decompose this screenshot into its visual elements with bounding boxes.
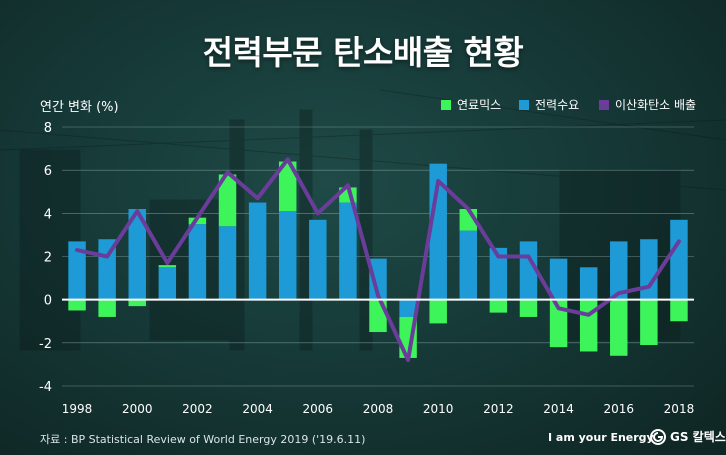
brand-slogan: I am your Energy xyxy=(548,431,654,444)
bar-fuel-mix-2014 xyxy=(549,299,568,348)
bar-power-demand-2014 xyxy=(549,258,568,300)
bar-power-demand-2001 xyxy=(158,267,177,300)
bar-power-demand-2017 xyxy=(640,239,658,300)
bar-power-demand-2018 xyxy=(670,219,688,300)
bar-power-demand-2004 xyxy=(248,202,267,300)
bar-fuel-mix-2001 xyxy=(158,265,177,268)
bg-wire-2 xyxy=(0,119,726,151)
legend-label-power-demand: 전력수요 xyxy=(535,98,580,112)
y-axis-label: 연간 변화 (%) xyxy=(40,100,119,115)
bar-power-demand-2002 xyxy=(188,224,207,300)
bar-fuel-mix-2010 xyxy=(429,299,447,324)
bg-insulator-3 xyxy=(359,129,373,351)
legend-item-emissions: 이산화탄소 배출 xyxy=(599,96,696,113)
bar-fuel-mix-2005 xyxy=(278,161,297,212)
gs-caltex-logo: GS 칼텍스 xyxy=(650,428,726,445)
y-tick-label: -4 xyxy=(39,380,52,395)
x-tick-label-2008: 2008 xyxy=(363,402,394,416)
y-tick-label: 8 xyxy=(44,121,52,136)
bar-power-demand-2008 xyxy=(369,258,387,300)
chart-title: 전력부문 탄소배출 현황 xyxy=(202,33,524,72)
y-tick-label: 4 xyxy=(44,207,52,222)
x-tick-label-2010: 2010 xyxy=(423,402,454,416)
legend-item-fuel-mix: 연료믹스 xyxy=(441,96,501,113)
y-tick-label: -2 xyxy=(39,337,52,352)
bar-fuel-mix-2018 xyxy=(670,299,688,322)
bar-power-demand-2009 xyxy=(399,299,417,317)
source-note: 자료 : BP Statistical Review of World Ener… xyxy=(40,433,366,446)
bg-wire-1 xyxy=(0,129,726,191)
x-tick-label-2012: 2012 xyxy=(483,402,514,416)
legend-swatch-power-demand xyxy=(519,99,529,110)
bar-fuel-mix-2015 xyxy=(579,299,598,352)
bar-power-demand-2000 xyxy=(128,209,146,300)
legend-label-fuel-mix: 연료믹스 xyxy=(457,98,502,112)
y-tick-label: 0 xyxy=(44,294,52,309)
bar-fuel-mix-1998 xyxy=(68,299,86,311)
bar-power-demand-1998 xyxy=(68,241,86,300)
bar-fuel-mix-2017 xyxy=(640,299,658,345)
bar-fuel-mix-2016 xyxy=(610,299,628,356)
x-tick-label-2004: 2004 xyxy=(242,402,273,416)
x-tick-label-2002: 2002 xyxy=(182,402,213,416)
x-tick-label-2014: 2014 xyxy=(543,402,574,416)
legend-swatch-fuel-mix xyxy=(441,99,451,110)
bar-power-demand-2015 xyxy=(579,267,598,300)
bg-wire-3 xyxy=(379,89,726,141)
x-tick-label-2006: 2006 xyxy=(303,402,334,416)
bar-power-demand-2003 xyxy=(218,226,237,300)
bar-power-demand-2011 xyxy=(459,230,478,300)
x-tick-label-2000: 2000 xyxy=(122,402,153,416)
logo-text: GS 칼텍스 xyxy=(670,430,726,444)
legend-label-emissions: 이산화탄소 배출 xyxy=(615,98,697,112)
bar-power-demand-2007 xyxy=(339,202,357,300)
bar-fuel-mix-2013 xyxy=(519,299,538,317)
bar-power-demand-2012 xyxy=(489,247,508,300)
y-tick-label: 2 xyxy=(44,251,52,266)
bar-fuel-mix-2000 xyxy=(128,299,146,307)
x-tick-label-2016: 2016 xyxy=(603,402,634,416)
bar-fuel-mix-2003 xyxy=(218,174,237,227)
bar-power-demand-2006 xyxy=(309,219,327,300)
bar-fuel-mix-2012 xyxy=(489,299,508,313)
x-tick-label-2018: 2018 xyxy=(664,402,695,416)
bar-power-demand-2005 xyxy=(278,211,297,300)
x-tick-label-1998: 1998 xyxy=(62,402,93,416)
gs-logo-icon xyxy=(650,428,666,445)
bar-fuel-mix-1999 xyxy=(98,299,116,317)
y-tick-label: 6 xyxy=(44,164,52,179)
bar-power-demand-2016 xyxy=(610,241,628,300)
legend-item-power-demand: 전력수요 xyxy=(519,96,579,113)
legend-swatch-emissions xyxy=(599,99,609,110)
